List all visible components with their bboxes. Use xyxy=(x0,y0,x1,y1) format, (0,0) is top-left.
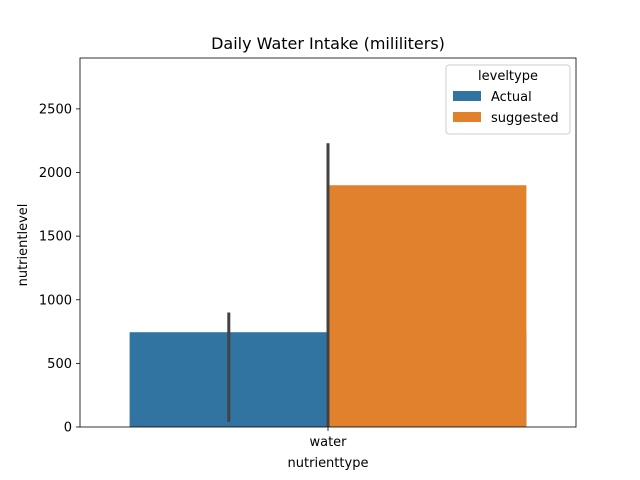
legend-label-suggested: suggested xyxy=(491,111,559,126)
x-axis-label: nutrienttype xyxy=(288,456,369,471)
y-axis-label: nutrientlevel xyxy=(16,204,31,287)
legend-swatch-suggested xyxy=(453,112,481,122)
x-tick-label: water xyxy=(309,435,347,450)
y-tick-label: 1000 xyxy=(39,293,72,308)
plot-area: 0 500 1000 1500 2000 2500 water xyxy=(39,57,577,450)
bar-suggested-water xyxy=(328,185,527,427)
y-tick-label: 2500 xyxy=(39,102,72,117)
y-tick-label: 1500 xyxy=(39,230,72,245)
legend: leveltype Actual suggested xyxy=(445,64,571,135)
y-tick-label: 500 xyxy=(47,357,72,372)
legend-label-actual: Actual xyxy=(491,90,532,105)
chart-title: Daily Water Intake (mililiters) xyxy=(211,34,445,53)
y-tick-label: 0 xyxy=(64,421,72,436)
y-tick-label: 2000 xyxy=(39,166,72,181)
legend-swatch-actual xyxy=(453,91,481,101)
legend-title: leveltype xyxy=(478,69,538,84)
